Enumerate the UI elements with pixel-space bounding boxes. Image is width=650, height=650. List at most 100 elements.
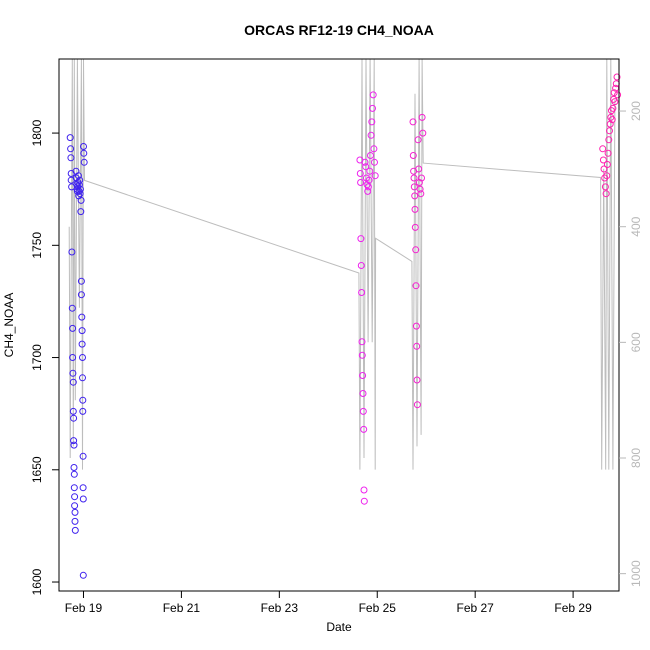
data-point	[410, 174, 418, 182]
y2-tick-label: 600	[629, 332, 643, 352]
data-point	[410, 183, 418, 191]
data-point	[367, 152, 374, 159]
data-point	[412, 282, 420, 290]
data-point	[76, 185, 84, 193]
data-point	[366, 167, 374, 175]
data-point	[68, 248, 76, 256]
data-point	[76, 190, 84, 198]
data-point	[365, 176, 373, 184]
data-point	[606, 127, 613, 135]
x-tick-label: Feb 19	[65, 601, 103, 615]
data-point	[371, 172, 379, 180]
data-point	[369, 91, 377, 99]
data-point	[357, 262, 365, 269]
data-point	[70, 464, 78, 471]
x-axis: Feb 19 Feb 21 Feb 23 Feb 25 Feb 27 Feb 29	[65, 591, 592, 615]
data-point	[601, 183, 609, 191]
data-point	[368, 118, 376, 126]
data-point	[69, 354, 77, 361]
data-point	[417, 190, 425, 198]
data-point	[70, 470, 78, 478]
x-tick-label: Feb 23	[261, 601, 299, 615]
data-point	[79, 571, 87, 579]
data-point	[69, 369, 77, 377]
data-point	[370, 145, 378, 153]
data-point	[362, 163, 370, 171]
data-point	[602, 190, 610, 198]
y-axis: 1600 1650 1700 1750 1800	[30, 119, 59, 595]
data-point	[76, 176, 84, 184]
data-point	[364, 187, 372, 195]
data-point	[364, 183, 372, 191]
data-point	[77, 291, 85, 299]
data-point	[78, 327, 86, 335]
data-point	[356, 170, 364, 177]
data-point	[68, 304, 76, 312]
data-point	[603, 161, 611, 168]
data-point	[600, 165, 608, 173]
data-point	[79, 452, 87, 460]
x-tick-label: Feb 25	[359, 601, 397, 615]
y-tick-label: 1750	[30, 232, 44, 259]
data-point	[609, 104, 617, 112]
data-point	[599, 145, 607, 153]
chart-title: ORCAS RF12-19 CH4_NOAA	[244, 22, 434, 38]
data-point	[69, 324, 77, 332]
y2-tick-label: 800	[629, 448, 643, 468]
data-point	[75, 181, 83, 189]
data-point	[67, 154, 75, 162]
x-axis-label: Date	[326, 620, 352, 634]
data-point	[359, 372, 367, 379]
data-point	[360, 425, 368, 433]
data-point	[418, 113, 426, 121]
data-point	[77, 277, 85, 285]
points-layer	[66, 73, 622, 579]
data-point	[79, 407, 87, 415]
data-point	[71, 493, 79, 501]
data-point	[71, 502, 79, 510]
data-point	[358, 289, 366, 296]
data-point	[367, 131, 375, 139]
data-point	[369, 104, 376, 112]
data-point	[411, 223, 419, 231]
data-point	[79, 374, 86, 382]
data-point	[357, 179, 365, 186]
x-tick-label: Feb 27	[456, 601, 494, 615]
data-point	[70, 437, 78, 445]
y-axis-label: CH4_NOAA	[2, 293, 16, 358]
plot-frame	[58, 58, 620, 592]
data-point	[416, 185, 424, 193]
y2-axis: 200 400 600 800 1000	[619, 101, 643, 587]
data-point	[409, 152, 417, 159]
data-point	[80, 158, 88, 166]
data-point	[358, 351, 366, 359]
data-point	[418, 174, 425, 182]
data-point	[604, 149, 612, 157]
data-point	[358, 338, 366, 346]
data-point	[359, 390, 367, 397]
data-point	[614, 91, 622, 99]
data-point	[80, 149, 88, 157]
data-point	[69, 407, 77, 415]
data-point	[361, 158, 369, 166]
data-point	[606, 120, 614, 128]
data-point	[71, 526, 79, 534]
data-point	[411, 205, 419, 213]
data-point	[69, 378, 77, 386]
data-point	[412, 246, 420, 254]
data-point	[359, 407, 367, 415]
data-point	[603, 172, 611, 180]
data-point	[608, 116, 616, 124]
data-point	[360, 486, 368, 494]
data-point	[78, 313, 86, 321]
data-point	[79, 396, 87, 404]
data-point	[70, 441, 78, 449]
y-tick-label: 1700	[30, 344, 44, 371]
data-point	[66, 134, 74, 142]
x-tick-label: Feb 29	[554, 601, 592, 615]
data-point	[71, 508, 79, 516]
data-point	[79, 495, 87, 503]
data-point	[67, 145, 75, 153]
y2-tick-label: 400	[629, 216, 643, 236]
